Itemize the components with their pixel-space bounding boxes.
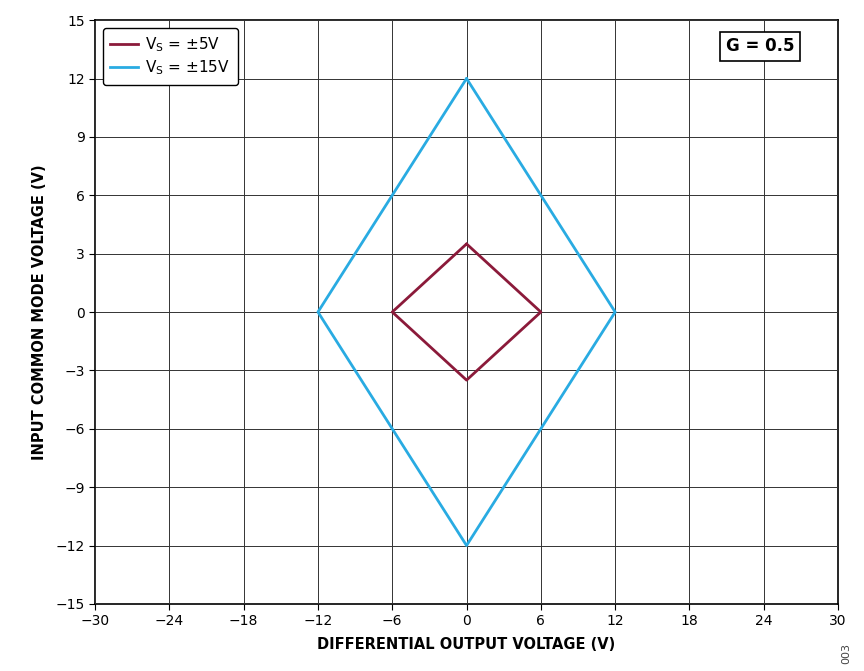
Legend: V$_\mathregular{S}$ = ±5V, V$_\mathregular{S}$ = ±15V: V$_\mathregular{S}$ = ±5V, V$_\mathregul…	[103, 28, 238, 85]
Text: G = 0.5: G = 0.5	[726, 38, 794, 56]
Text: 003: 003	[841, 643, 851, 664]
X-axis label: DIFFERENTIAL OUTPUT VOLTAGE (V): DIFFERENTIAL OUTPUT VOLTAGE (V)	[317, 637, 616, 652]
Y-axis label: INPUT COMMON MODE VOLTAGE (V): INPUT COMMON MODE VOLTAGE (V)	[32, 164, 47, 460]
